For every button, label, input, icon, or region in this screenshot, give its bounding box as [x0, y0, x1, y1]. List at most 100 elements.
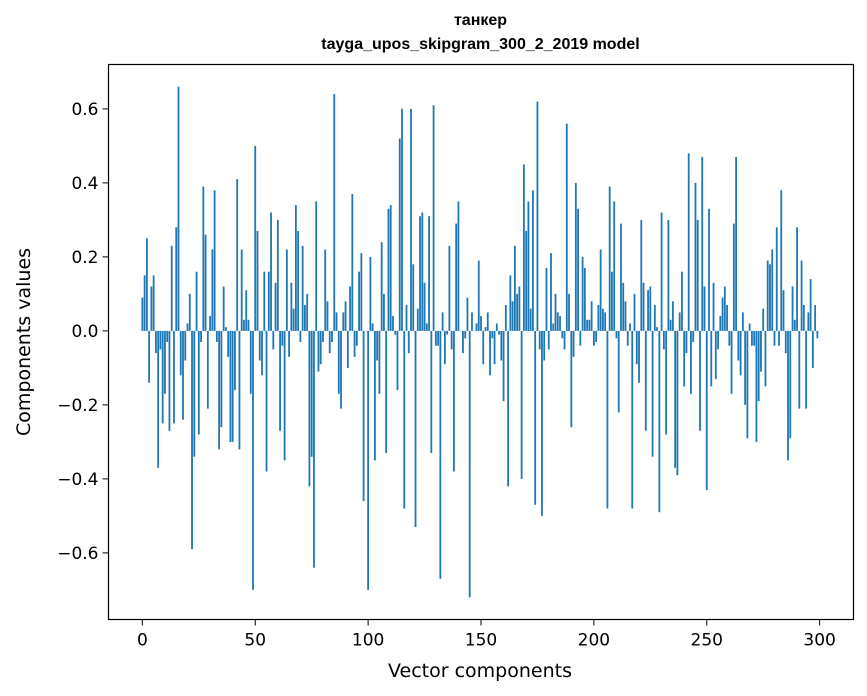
bar [355, 330, 358, 346]
bar [802, 305, 805, 331]
bar [333, 94, 336, 331]
bar [513, 245, 516, 331]
bar [328, 330, 331, 354]
bar [471, 312, 473, 331]
bar [351, 194, 354, 331]
bar [209, 316, 211, 331]
bar [502, 330, 505, 402]
bar [396, 330, 399, 391]
bar [640, 219, 643, 331]
bar [545, 268, 548, 331]
bar [294, 205, 297, 331]
bar [624, 301, 627, 331]
bar [793, 319, 796, 331]
bar [798, 330, 801, 409]
bar [577, 208, 579, 331]
bar [477, 260, 480, 331]
bar [326, 301, 329, 331]
bar [331, 330, 333, 342]
bar [215, 330, 218, 342]
bar [441, 312, 444, 331]
bar [586, 319, 589, 331]
bar [480, 316, 482, 331]
bar [274, 282, 277, 331]
bar [211, 249, 214, 331]
bar [166, 330, 169, 342]
bar [674, 330, 677, 468]
bar [685, 330, 688, 354]
bar [592, 330, 595, 346]
bar [170, 245, 173, 331]
bar [660, 212, 663, 331]
bar [310, 330, 313, 457]
bar [238, 330, 241, 450]
bar [638, 330, 640, 383]
bar [367, 330, 370, 590]
bar [371, 323, 374, 331]
bar [231, 330, 234, 442]
bar [224, 327, 227, 331]
bar [200, 330, 202, 342]
bar [319, 330, 322, 365]
bar [159, 330, 162, 350]
bar [495, 323, 498, 331]
bar [378, 330, 381, 394]
bar [489, 330, 491, 376]
bar [653, 305, 656, 331]
bar [177, 86, 180, 331]
plot-frame [107, 63, 855, 621]
bar [234, 330, 236, 391]
bar [150, 286, 153, 331]
bar [780, 190, 783, 331]
bar [297, 231, 300, 331]
bars-group [141, 86, 819, 598]
y-tick-label: 0.2 [71, 248, 98, 268]
bar [811, 330, 814, 368]
bar [227, 330, 230, 357]
bar [525, 231, 528, 331]
bar [491, 330, 494, 339]
bar [410, 108, 412, 331]
bar [405, 305, 408, 331]
bar [656, 327, 658, 331]
bar [434, 330, 437, 346]
bar [683, 330, 686, 387]
bar [486, 312, 489, 331]
bar [439, 330, 442, 579]
bar [164, 330, 166, 394]
bar [290, 282, 293, 331]
bar [708, 208, 710, 331]
bar [398, 138, 401, 331]
bar [389, 205, 392, 331]
bar [737, 330, 740, 361]
bar [299, 330, 302, 342]
y-tick-label: 0.0 [71, 322, 98, 342]
bar [595, 330, 598, 342]
bar [570, 330, 573, 428]
bar [604, 312, 607, 331]
bar [552, 323, 555, 331]
bar [728, 330, 731, 346]
bar [222, 286, 225, 331]
bar [457, 201, 460, 331]
bar [213, 190, 216, 331]
bar [265, 330, 268, 472]
bar [541, 330, 543, 516]
bar [651, 330, 654, 457]
bar [509, 275, 512, 331]
bar [771, 249, 774, 331]
bar [245, 290, 248, 331]
bar [622, 282, 625, 331]
bar [751, 330, 753, 346]
bar [197, 330, 200, 435]
bar [635, 330, 638, 365]
bar [753, 330, 756, 346]
bar [179, 330, 182, 376]
bar [432, 105, 435, 331]
bar [568, 293, 570, 331]
bar [703, 286, 706, 331]
bar [360, 253, 363, 331]
bar [608, 186, 611, 331]
y-tick-label: −0.4 [57, 470, 98, 490]
bar [292, 308, 295, 331]
